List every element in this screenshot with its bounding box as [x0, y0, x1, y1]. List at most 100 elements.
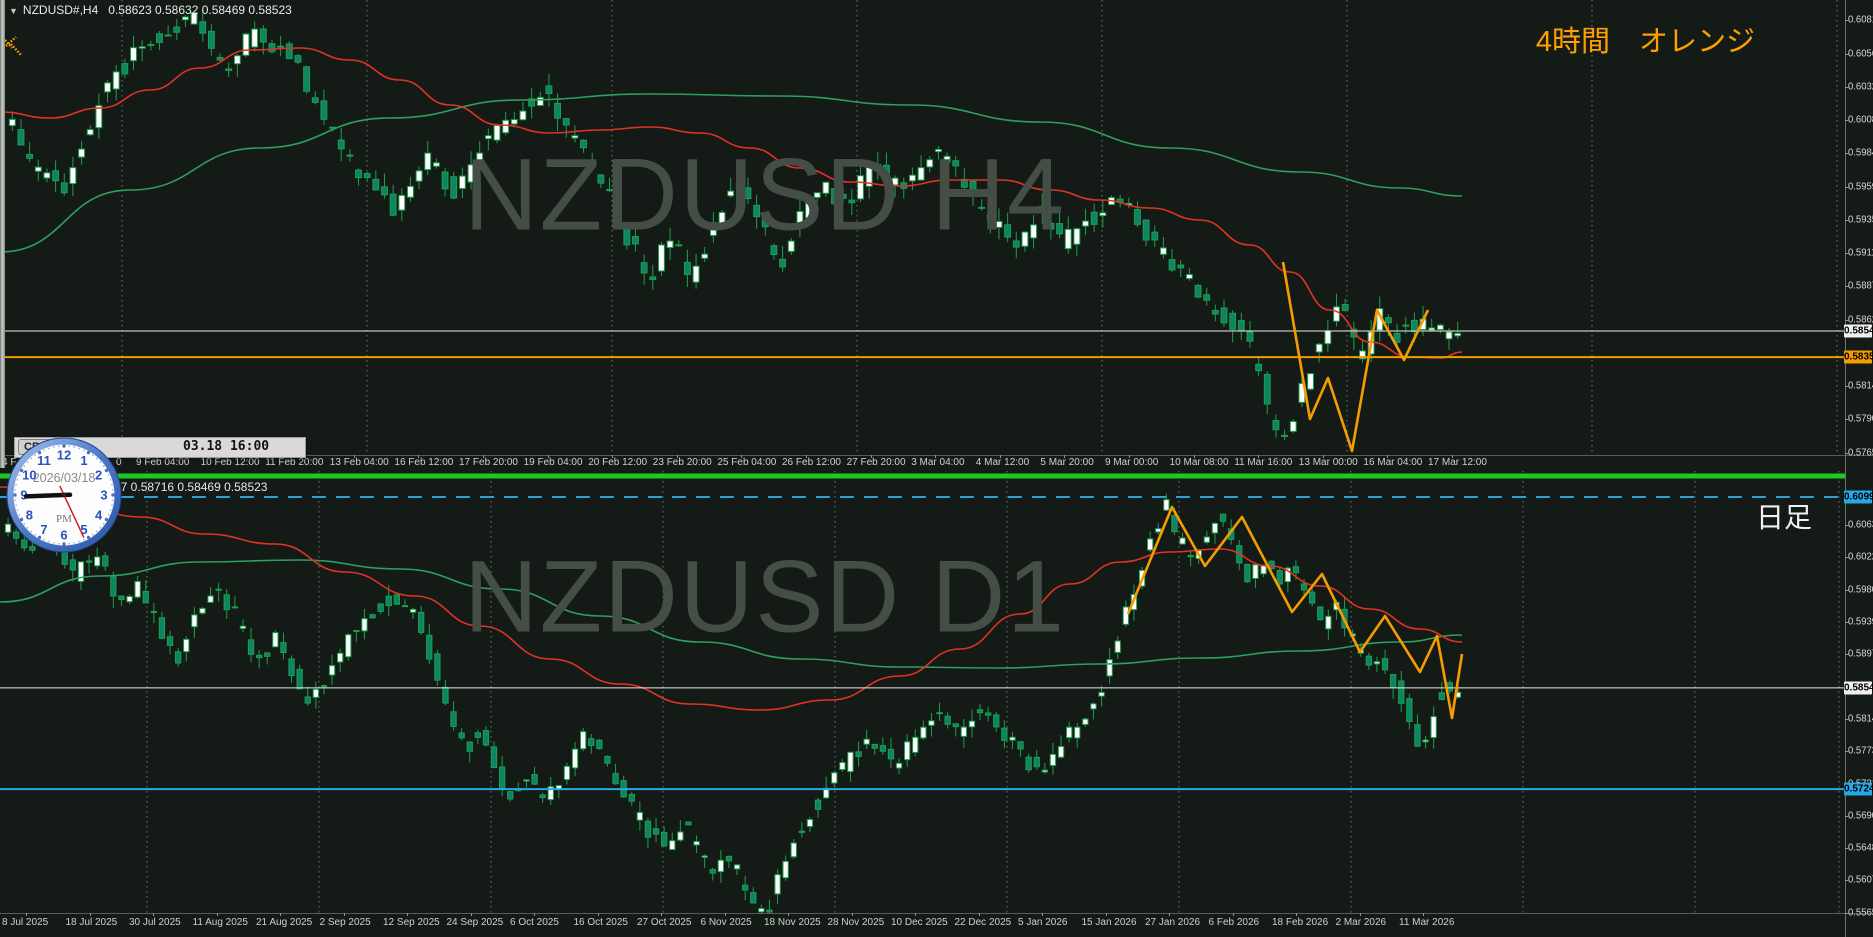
annotation-timeframe-h4: 4時間 オレンジ	[1535, 26, 1755, 58]
time-tick-mark	[1387, 455, 1389, 458]
time-label: 17 Feb 20:00	[459, 457, 518, 468]
time-label: 16 Oct 2025	[573, 917, 628, 928]
price-tick-mark	[1845, 719, 1849, 721]
time-label: 23 Feb 20:00	[652, 457, 712, 468]
time-tick-mark	[597, 913, 599, 916]
time-label: 27 Feb 20:00	[846, 457, 906, 468]
price-tick-mark	[1845, 453, 1849, 454]
time-tick-mark	[470, 913, 472, 916]
time-label: 26 Feb 12:00	[782, 457, 841, 468]
time-label: 27 Jan 2026	[1145, 917, 1201, 928]
price-axis-border	[1845, 0, 1846, 937]
price-tick-label: 0.5765	[1848, 447, 1873, 459]
time-tick-mark	[1064, 455, 1066, 458]
time-tick-mark	[1105, 913, 1107, 916]
price-tick-mark	[1845, 252, 1849, 254]
time-tick-mark	[999, 455, 1001, 458]
price-tick-mark	[1845, 320, 1849, 322]
time-label: 24 Sep 2025	[446, 917, 504, 928]
symbol-dropdown-icon[interactable]: ▼	[9, 6, 18, 16]
price-tick-mark	[1845, 54, 1849, 56]
price-tick-mark	[1845, 848, 1849, 850]
time-tick-mark	[483, 455, 484, 458]
svg-text:2: 2	[95, 468, 102, 483]
time-tick-mark	[661, 913, 662, 916]
price-tick-label: 0.5607	[1848, 874, 1873, 886]
time-tick-mark	[280, 913, 281, 916]
time-tick-mark	[1258, 455, 1260, 458]
price-tick-mark	[1845, 285, 1849, 287]
time-label: 3 Mar 04:00	[911, 457, 965, 468]
time-label: 11 Mar 2026	[1399, 917, 1455, 928]
time-tick-mark	[1042, 913, 1043, 916]
time-tick-mark	[26, 913, 27, 916]
price-tick-label: 0.6032	[1848, 81, 1873, 93]
time-label: 12 Sep 2025	[383, 917, 440, 928]
time-label: 10 Feb 12:00	[200, 457, 260, 468]
gavel-icon[interactable]	[2, 32, 26, 58]
time-label: 6 Oct 2025	[510, 917, 559, 928]
watermark-h4: NZDUSD H4	[464, 137, 1066, 252]
price-tick-mark	[1845, 220, 1849, 222]
time-label: 5 Mar 20:00	[1040, 457, 1094, 468]
time-tick-mark	[788, 913, 789, 916]
price-badge: 0.5724	[1844, 782, 1873, 796]
price-tick-label: 0.6063	[1848, 519, 1873, 531]
svg-text:11: 11	[37, 453, 51, 468]
time-label-partial: 0	[116, 457, 122, 468]
time-label: 8 Jul 2025	[2, 917, 49, 928]
price-tick-mark	[1845, 385, 1849, 387]
svg-text:9: 9	[20, 488, 27, 503]
time-label: 16 Feb 12:00	[394, 457, 454, 468]
price-tick-label: 0.5773	[1848, 745, 1873, 757]
price-tick-label: 0.5939	[1848, 616, 1873, 628]
price-tick-mark	[1845, 815, 1849, 817]
symbol-title-h4: NZDUSD#,H4	[22, 3, 99, 17]
time-label: 11 Mar 16:00	[1234, 457, 1293, 468]
chart-header-d1: 97 0.58716 0.58469 0.58523	[114, 480, 268, 494]
annotation-timeframe-d1: 日足	[1755, 502, 1812, 533]
time-label: 10 Dec 2025	[891, 917, 948, 928]
clock-center-pin	[61, 492, 67, 498]
svg-text:8: 8	[26, 508, 33, 523]
time-tick-mark	[1129, 455, 1130, 458]
candlestick-chart-h4[interactable]	[0, 0, 1845, 455]
price-tick-label: 0.6056	[1848, 48, 1873, 60]
time-label: 16 Mar 04:00	[1363, 457, 1423, 468]
time-tick-mark	[915, 913, 916, 916]
watermark-d1: NZDUSD D1	[464, 539, 1066, 654]
price-tick-label: 0.5814	[1848, 380, 1873, 392]
time-tick-mark	[89, 913, 91, 916]
time-label: 28 Nov 2025	[827, 917, 885, 928]
time-label: 18 Feb 2026	[1272, 917, 1329, 928]
time-tick-mark	[870, 455, 872, 458]
time-label: 11 Feb 20:00	[265, 457, 324, 468]
price-tick-mark	[1845, 20, 1849, 21]
time-tick-mark	[407, 913, 408, 916]
time-tick-mark	[216, 913, 218, 916]
price-tick-label: 0.5911	[1848, 247, 1873, 259]
time-tick-mark	[547, 455, 549, 458]
price-tick-mark	[1845, 654, 1849, 656]
time-label: 6 Feb 2026	[1208, 917, 1260, 928]
time-label: 4 Mar 12:00	[975, 457, 1030, 468]
time-label: 27 Oct 2025	[637, 917, 692, 928]
time-tick-mark	[1359, 913, 1361, 916]
time-tick-mark	[1193, 455, 1195, 458]
price-tick-mark	[1845, 87, 1849, 89]
time-label: 20 Feb 12:00	[588, 457, 648, 468]
time-label: 18 Nov 2025	[764, 917, 821, 928]
time-tick-mark	[978, 913, 980, 916]
price-tick-label: 0.5862	[1848, 314, 1873, 326]
svg-text:12: 12	[57, 448, 71, 463]
chart-header-h4: ▼ NZDUSD#,H4 0.58623 0.58632 0.58469 0.585…	[9, 3, 292, 17]
panel-divider-bottom	[0, 913, 1873, 914]
candlestick-chart-d1[interactable]	[0, 471, 1845, 913]
window-splitter[interactable]	[0, 0, 5, 468]
svg-text:10: 10	[22, 468, 36, 483]
time-tick-mark	[343, 913, 345, 916]
